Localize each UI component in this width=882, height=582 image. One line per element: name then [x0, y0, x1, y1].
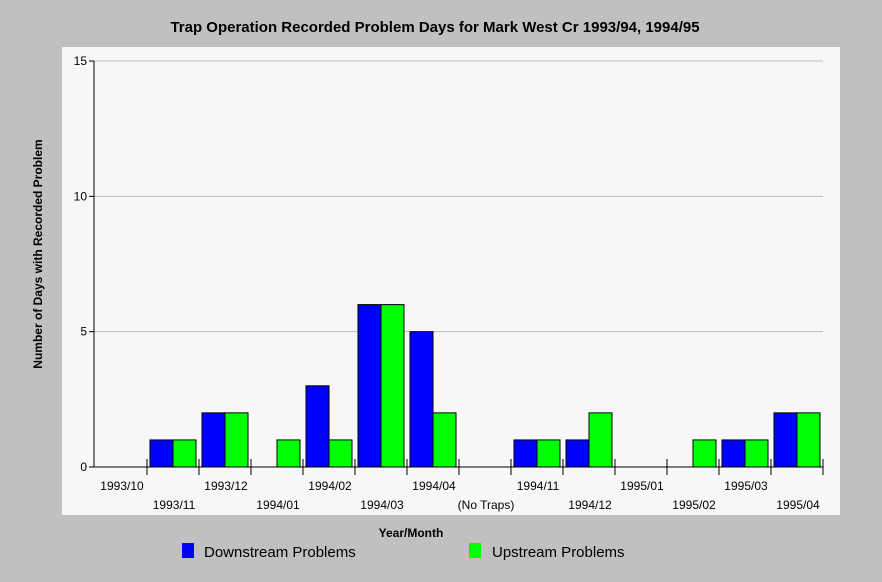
x-tick-label: 1995/01	[620, 479, 664, 493]
legend-label: Downstream Problems	[204, 544, 356, 561]
x-tick-label: 1993/12	[204, 479, 248, 493]
legend-label: Upstream Problems	[492, 544, 625, 561]
upstream-bar	[276, 439, 301, 468]
x-axis-title: Year/Month	[379, 526, 444, 540]
x-tick-label: 1994/12	[568, 498, 612, 512]
upstream-bar	[744, 439, 769, 468]
legend-swatch	[469, 543, 481, 558]
y-axis-title: Number of Days with Recorded Problem	[31, 139, 45, 368]
y-tick-label: 15	[74, 54, 88, 68]
y-tick-label: 5	[80, 325, 87, 339]
x-tick-label: 1994/01	[256, 498, 300, 512]
legend: Downstream Problems Upstream Problems	[182, 543, 625, 561]
x-tick-label: 1994/04	[412, 479, 456, 493]
downstream-bar	[513, 439, 538, 468]
x-tick-label: 1994/02	[308, 479, 352, 493]
upstream-bar	[172, 439, 197, 468]
y-tick-label: 0	[80, 460, 87, 474]
x-tick-label: 1995/02	[672, 498, 716, 512]
x-tick-label: 1994/03	[360, 498, 404, 512]
downstream-bar	[565, 439, 590, 468]
x-tick-label: 1993/10	[100, 479, 144, 493]
x-tick-label: 1995/04	[776, 498, 820, 512]
upstream-bar	[380, 304, 405, 468]
upstream-bar	[692, 439, 717, 468]
upstream-bar	[224, 412, 249, 468]
upstream-bar	[328, 439, 353, 468]
x-tick-label: 1994/11	[517, 479, 560, 493]
x-tick-label: (No Traps)	[458, 498, 515, 512]
chart-title: Trap Operation Recorded Problem Days for…	[170, 19, 699, 36]
downstream-bar	[149, 439, 174, 468]
downstream-bar	[773, 412, 798, 468]
downstream-bar	[721, 439, 746, 468]
y-tick-label: 10	[74, 189, 88, 203]
x-tick-label: 1995/03	[724, 479, 768, 493]
downstream-bar	[409, 331, 434, 468]
upstream-bar	[796, 412, 821, 468]
downstream-bar	[201, 412, 226, 468]
upstream-bar	[536, 439, 561, 468]
legend-swatch	[182, 543, 194, 558]
downstream-bar	[357, 304, 382, 468]
plot-area: 0 5 10 15 1993/10 1993/11 1993/12 1994/01 1994/0…	[74, 54, 824, 512]
upstream-bar	[588, 412, 613, 468]
x-tick-label: 1993/11	[153, 498, 196, 512]
upstream-bar	[432, 412, 457, 468]
downstream-bar	[305, 385, 330, 468]
